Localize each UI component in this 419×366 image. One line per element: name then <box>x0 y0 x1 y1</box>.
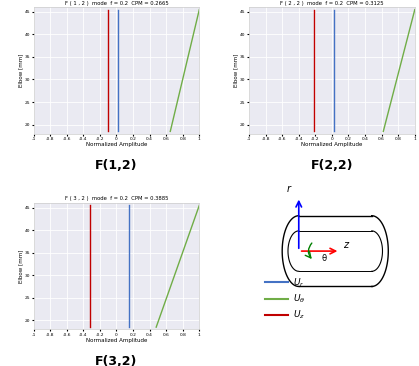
Text: F(2,2): F(2,2) <box>310 159 353 172</box>
Text: r: r <box>287 184 291 194</box>
Title: F ( 1 , 2 )  mode  f = 0.2  CPM = 0.2665: F ( 1 , 2 ) mode f = 0.2 CPM = 0.2665 <box>65 0 168 5</box>
Text: F(3,2): F(3,2) <box>95 355 137 366</box>
Text: z: z <box>344 240 349 250</box>
X-axis label: Normalized Amplitude: Normalized Amplitude <box>86 338 147 343</box>
Title: F ( 3 , 2 )  mode  f = 0.2  CPM = 0.3885: F ( 3 , 2 ) mode f = 0.2 CPM = 0.3885 <box>65 196 168 201</box>
Y-axis label: Elbow [mm]: Elbow [mm] <box>233 54 238 87</box>
Text: F(1,2): F(1,2) <box>95 159 138 172</box>
Text: θ: θ <box>322 254 327 263</box>
Legend: $U_r$, $U_θ$, $U_z$: $U_r$, $U_θ$, $U_z$ <box>262 273 308 325</box>
X-axis label: Normalized Amplitude: Normalized Amplitude <box>301 142 362 147</box>
Y-axis label: Elbow [mm]: Elbow [mm] <box>18 250 23 283</box>
Title: F ( 2 , 2 )  mode  f = 0.2  CPM = 0.3125: F ( 2 , 2 ) mode f = 0.2 CPM = 0.3125 <box>280 0 384 5</box>
X-axis label: Normalized Amplitude: Normalized Amplitude <box>86 142 147 147</box>
Y-axis label: Elbow [mm]: Elbow [mm] <box>18 54 23 87</box>
